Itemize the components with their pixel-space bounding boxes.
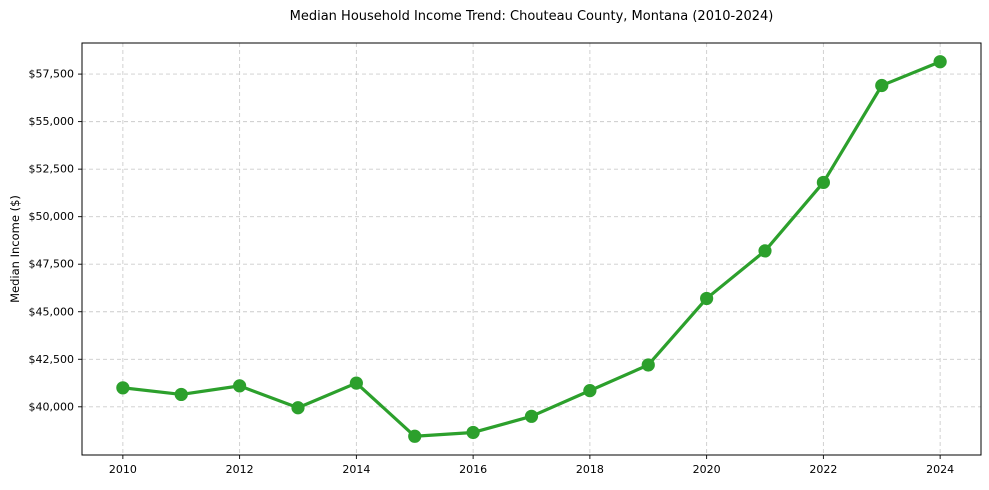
data-point-2012 — [233, 379, 247, 393]
x-tick-label: 2012 — [226, 463, 254, 476]
y-tick-label: $57,500 — [29, 68, 75, 81]
x-tick-label: 2022 — [809, 463, 837, 476]
y-tick-label: $50,000 — [29, 210, 75, 223]
y-tick-label: $47,500 — [29, 258, 75, 271]
data-point-2017 — [524, 409, 539, 423]
y-tick-label: $45,000 — [29, 305, 75, 318]
data-point-2024 — [933, 55, 947, 69]
y-tick-label: $40,000 — [29, 400, 75, 413]
data-point-2018 — [583, 384, 597, 398]
data-point-2011 — [174, 387, 188, 402]
plot-border — [81, 42, 982, 456]
data-point-2022 — [816, 175, 830, 190]
data-point-2010 — [116, 381, 130, 395]
data-point-2019 — [641, 358, 655, 372]
x-tick-label: 2024 — [926, 463, 954, 476]
trend-line — [121, 60, 942, 438]
chart-title: Median Household Income Trend: Chouteau … — [289, 9, 774, 24]
data-point-2020 — [700, 291, 714, 306]
x-tick-label: 2018 — [576, 463, 604, 476]
y-tick-label: $52,500 — [29, 163, 75, 176]
data-point-2013 — [291, 401, 305, 415]
y-tick-label: $55,000 — [29, 115, 75, 128]
data-point-2014 — [349, 376, 363, 390]
y-axis-label: Median Income ($) — [8, 195, 22, 303]
data-point-2021 — [758, 244, 772, 258]
data-point-2023 — [875, 78, 889, 93]
x-tick-label: 2016 — [459, 463, 487, 476]
x-tick-label: 2020 — [693, 463, 721, 476]
y-tick-label: $42,500 — [29, 353, 75, 366]
x-tick-label: 2010 — [109, 463, 137, 476]
data-point-2015 — [408, 429, 422, 443]
x-tick-label: 2014 — [342, 463, 370, 476]
data-point-2016 — [466, 425, 480, 440]
